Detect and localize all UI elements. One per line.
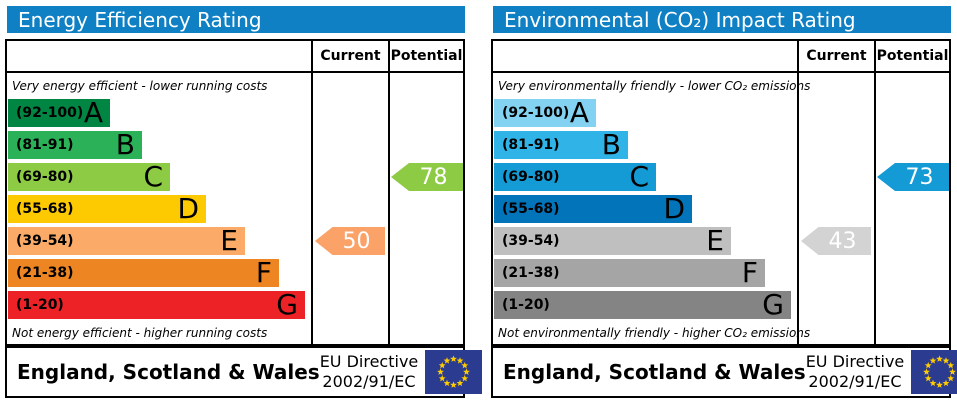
band-letter: F [255, 256, 272, 289]
band-c: (69-80) C [494, 163, 656, 191]
band-letter: A [569, 96, 589, 129]
potential-rating-value: 73 [905, 164, 934, 190]
band-letter: B [601, 128, 621, 161]
band-d: (55-68) D [494, 195, 692, 223]
band-f: (21-38) F [494, 259, 765, 287]
eu-directive-line1: EU Directive [805, 352, 905, 371]
potential-rating-arrow: 78 [391, 163, 463, 191]
rating-table: Current Potential Very energy efficient … [5, 39, 465, 346]
region-label: England, Scotland & Wales [17, 360, 320, 384]
band-letter: D [177, 192, 199, 225]
panel-footer: England, Scotland & Wales EU Directive 2… [5, 346, 483, 398]
band-b: (81-91) B [494, 131, 628, 159]
top-caption: Very energy efficient - lower running co… [12, 79, 268, 93]
band-a: (92-100) A [8, 99, 110, 127]
band-f: (21-38) F [8, 259, 279, 287]
eu-directive-label: EU Directive 2002/91/EC [320, 352, 426, 392]
region-label: England, Scotland & Wales [503, 360, 806, 384]
band-letter: A [83, 96, 103, 129]
energy-efficiency-panel: Energy Efficiency Rating Current Potenti… [5, 6, 483, 398]
eu-directive-line2: 2002/91/EC [322, 372, 416, 391]
top-caption: Very environmentally friendly - lower CO… [498, 79, 811, 93]
band-range: (21-38) [502, 265, 560, 281]
column-divider [388, 41, 390, 344]
column-divider [874, 41, 876, 344]
band-b: (81-91) B [8, 131, 142, 159]
column-divider [311, 41, 313, 344]
potential-rating-arrow: 73 [877, 163, 949, 191]
band-letter: E [220, 224, 238, 257]
rating-table: Current Potential Very environmentally f… [491, 39, 951, 346]
band-range: (92-100) [502, 105, 570, 121]
band-range: (21-38) [16, 265, 74, 281]
band-d: (55-68) D [8, 195, 206, 223]
band-e: (39-54) E [494, 227, 731, 255]
panel-footer: England, Scotland & Wales EU Directive 2… [491, 346, 957, 398]
bottom-caption: Not energy efficient - higher running co… [12, 326, 268, 340]
band-letter: C [143, 160, 163, 193]
band-range: (39-54) [16, 233, 74, 249]
potential-rating-value: 78 [419, 164, 448, 190]
band-c: (69-80) C [8, 163, 170, 191]
band-g: (1-20) G [494, 291, 791, 319]
potential-column-header: Potential [876, 48, 949, 64]
band-g: (1-20) G [8, 291, 305, 319]
band-range: (55-68) [502, 201, 560, 217]
current-rating-arrow: 50 [315, 227, 385, 255]
band-letter: G [762, 288, 784, 321]
band-e: (39-54) E [8, 227, 245, 255]
environmental-impact-panel: Environmental (CO₂) Impact Rating Curren… [491, 6, 957, 398]
band-letter: F [741, 256, 758, 289]
column-divider [797, 41, 799, 344]
current-rating-value: 43 [828, 228, 857, 254]
band-letter: C [629, 160, 649, 193]
band-letter: G [276, 288, 298, 321]
current-rating-arrow: 43 [801, 227, 871, 255]
band-range: (1-20) [502, 297, 550, 313]
header-row-divider [7, 71, 463, 73]
current-rating-value: 50 [342, 228, 371, 254]
panel-title: Environmental (CO₂) Impact Rating [493, 6, 951, 33]
band-range: (55-68) [16, 201, 74, 217]
band-letter: D [663, 192, 685, 225]
header-row-divider [493, 71, 949, 73]
current-column-header: Current [806, 48, 867, 64]
bottom-caption: Not environmentally friendly - higher CO… [498, 326, 811, 340]
band-a: (92-100) A [494, 99, 596, 127]
current-column-header: Current [320, 48, 381, 64]
band-letter: B [115, 128, 135, 161]
band-range: (69-80) [16, 169, 74, 185]
panel-title: Energy Efficiency Rating [7, 6, 465, 33]
eu-directive-line2: 2002/91/EC [808, 372, 902, 391]
eu-flag-icon [911, 350, 957, 394]
eu-directive-line1: EU Directive [319, 352, 419, 371]
band-range: (1-20) [16, 297, 64, 313]
band-letter: E [706, 224, 724, 257]
band-range: (81-91) [16, 137, 74, 153]
eu-flag-icon [425, 350, 483, 394]
potential-column-header: Potential [390, 48, 463, 64]
band-range: (81-91) [502, 137, 560, 153]
band-range: (39-54) [502, 233, 560, 249]
band-range: (69-80) [502, 169, 560, 185]
eu-directive-label: EU Directive 2002/91/EC [806, 352, 912, 392]
band-range: (92-100) [16, 105, 84, 121]
